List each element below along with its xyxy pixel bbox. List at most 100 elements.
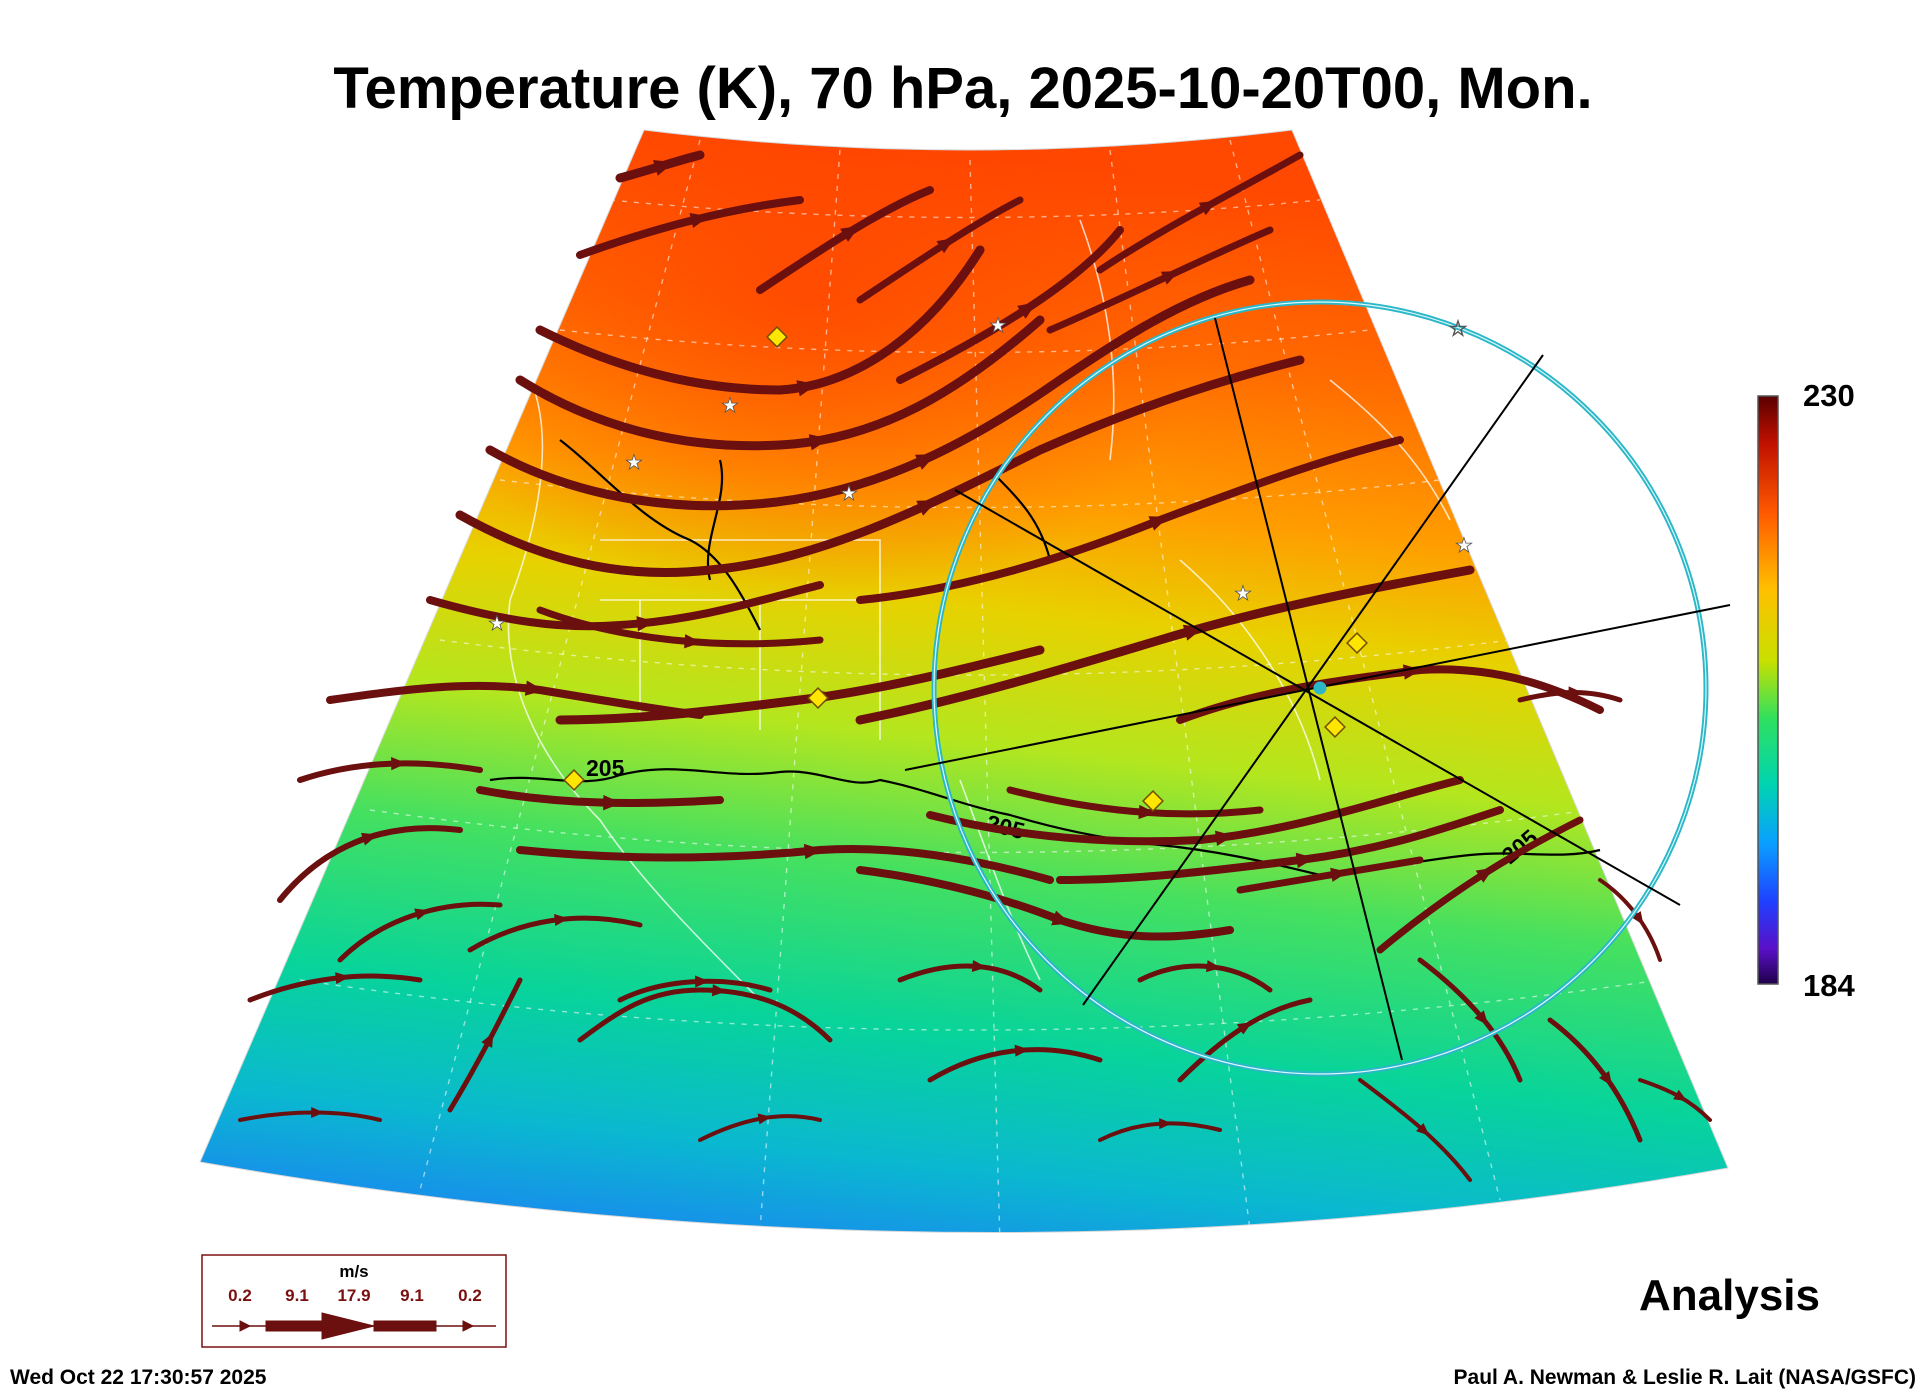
streamline-arrowhead <box>914 454 937 470</box>
legend-box <box>201 1254 507 1348</box>
streamline-arrowhead <box>971 959 987 972</box>
streamline <box>1547 1017 1643 1143</box>
star-marker: ★ <box>1455 535 1473 557</box>
streamline-arrowhead <box>796 380 818 397</box>
streamline-arrowhead <box>1236 1021 1253 1035</box>
colorbar: 230 184 <box>1757 378 1855 1003</box>
star-marker: ★ <box>721 395 739 417</box>
streamline-arrowhead <box>757 1113 772 1125</box>
ring-center-marker <box>1313 681 1327 695</box>
streamline-arrowhead <box>684 634 702 649</box>
diamond-marker <box>563 769 585 791</box>
colorbar-scale <box>1757 395 1779 985</box>
station-markers: ★ ★ ★ ★ ★ ★ ★ ☆ <box>488 315 1473 812</box>
streamline-arrowhead <box>652 159 675 176</box>
streamline-arrowhead <box>840 225 860 242</box>
streamline-arrowhead <box>524 680 544 696</box>
streamline-arrowhead <box>1138 804 1156 820</box>
streamline-arrowhead <box>1295 852 1315 869</box>
streamline-arrowhead <box>1198 200 1218 216</box>
streamline <box>1006 786 1264 818</box>
streamline-arrowhead <box>1402 664 1422 680</box>
streamline-arrowhead <box>1159 1118 1173 1130</box>
diamond-marker <box>766 326 788 348</box>
streamline <box>855 565 1475 725</box>
streamline <box>617 978 773 1003</box>
streamline <box>536 606 824 648</box>
streamline-arrowhead <box>1214 830 1235 846</box>
streamline <box>455 355 1305 578</box>
streamline-arrowhead <box>711 984 727 997</box>
streamline-arrowhead <box>1206 960 1221 973</box>
legend-speed-2: 9.1 <box>285 1286 309 1305</box>
star-marker: ★ <box>625 452 643 474</box>
streamline <box>485 275 1255 511</box>
footer-credit: Paul A. Newman & Leslie R. Lait (NASA/GS… <box>1454 1366 1916 1389</box>
streamline <box>1236 856 1424 894</box>
streamline-arrowhead <box>1599 1070 1613 1087</box>
streamline-arrowhead <box>916 500 938 516</box>
star-marker: ★ <box>488 613 506 635</box>
diamond-marker <box>1142 790 1164 812</box>
streamline-arrowhead <box>481 1032 494 1048</box>
streamline-arrowhead <box>1673 1089 1688 1102</box>
star-marker: ★ <box>1234 583 1252 605</box>
streamline <box>1417 957 1523 1083</box>
diamond-marker <box>1346 632 1368 654</box>
legend-unit: m/s <box>339 1262 368 1281</box>
streamline <box>535 245 985 395</box>
streamline-arrowhead <box>554 913 569 927</box>
streamline <box>1046 226 1274 334</box>
colorbar-min-label: 184 <box>1803 968 1855 1003</box>
streamline-arrowhead <box>1051 910 1071 926</box>
streamline-arrowhead <box>1014 1044 1030 1057</box>
streamline <box>1376 816 1584 954</box>
streamline-arrowhead <box>636 616 656 632</box>
legend-speed-1: 0.2 <box>228 1286 252 1305</box>
diamond-marker <box>1324 716 1346 738</box>
streamline <box>297 760 483 783</box>
streamline <box>515 315 1045 451</box>
streamline <box>555 645 1045 725</box>
streamline-arrowhead <box>1416 1122 1430 1136</box>
footer-timestamp: Wed Oct 22 17:30:57 2025 <box>10 1366 267 1389</box>
streamline-arrowhead <box>335 972 350 985</box>
colorbar-max-label: 230 <box>1803 378 1855 413</box>
streamline-arrowhead <box>1160 271 1180 285</box>
streamline <box>247 973 423 1003</box>
wind-speed-legend: m/s 0.2 9.1 17.9 9.1 0.2 <box>201 1254 507 1348</box>
streamline-arrowhead <box>1017 302 1037 319</box>
streamline <box>277 825 463 903</box>
streamline-arrowhead <box>1148 516 1169 531</box>
streamline-arrowhead <box>391 757 407 771</box>
streamline-arrowhead <box>1330 867 1348 882</box>
streamline-arrowhead <box>311 1106 325 1118</box>
streamline <box>1096 151 1304 274</box>
star-marker: ☆ <box>1448 316 1468 341</box>
streamline <box>476 786 724 807</box>
streamline-arrowhead <box>361 832 378 846</box>
streamline-arrowhead <box>689 213 710 229</box>
streamline-arrowhead <box>1631 911 1644 925</box>
streamline <box>1358 1078 1472 1182</box>
streamline <box>426 581 824 631</box>
diamond-marker <box>807 687 829 709</box>
streamline <box>927 1047 1103 1083</box>
streamline-arrowhead <box>603 794 622 811</box>
streamline-arrowhead <box>808 434 830 451</box>
streamline-arrowhead <box>803 843 823 860</box>
streamline <box>577 987 833 1043</box>
map-border <box>199 129 1729 1233</box>
legend-arrow <box>212 1312 496 1340</box>
streamline-arrowhead <box>1475 867 1494 883</box>
analysis-label: Analysis <box>1639 1271 1820 1320</box>
streamline <box>337 901 503 963</box>
legend-speed-4: 9.1 <box>400 1286 424 1305</box>
wind-streamlines <box>238 150 1712 1182</box>
legend-speed-5: 0.2 <box>458 1286 482 1305</box>
star-marker: ★ <box>989 315 1007 337</box>
legend-speed-3: 17.9 <box>337 1286 370 1305</box>
contour-label-west: 205 <box>586 755 625 781</box>
streamline-arrowhead <box>414 908 430 921</box>
